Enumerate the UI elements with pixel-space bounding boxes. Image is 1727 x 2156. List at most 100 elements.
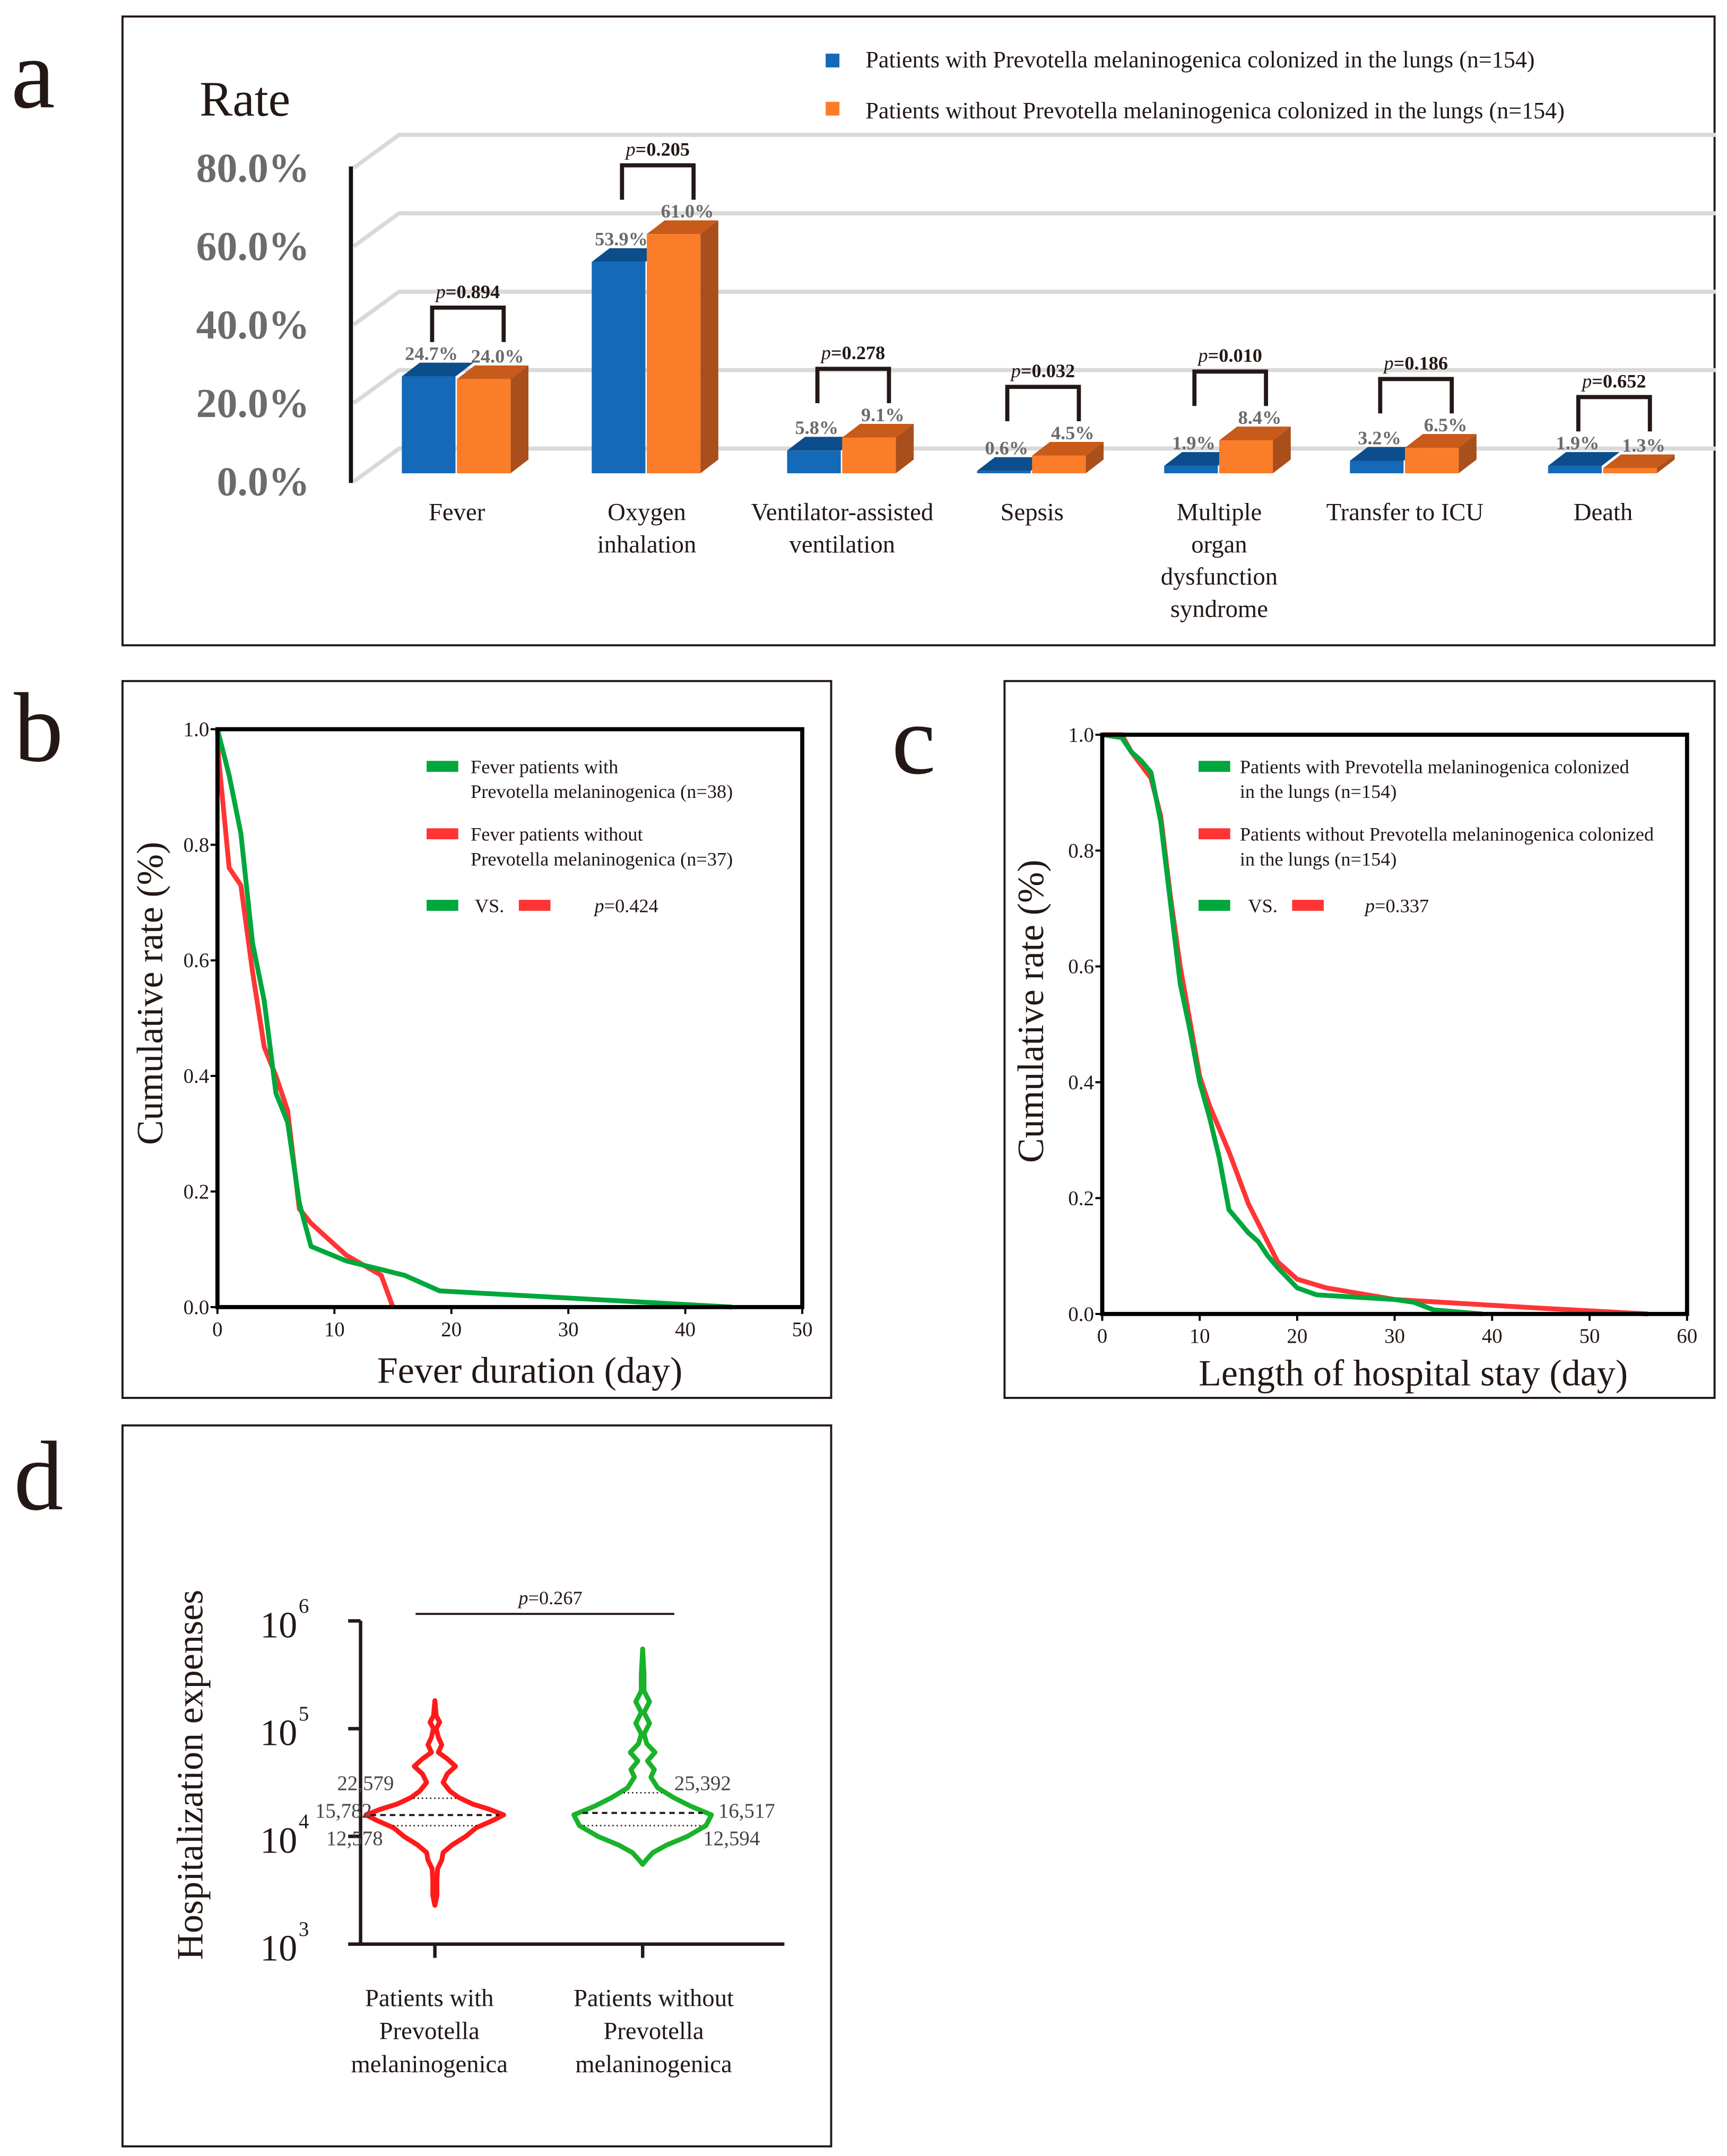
- series-line-with: [215, 728, 733, 1310]
- p-symbol: p: [435, 281, 446, 302]
- y-tick-label: 0.8: [184, 833, 210, 856]
- p-value: 0.278: [842, 342, 886, 363]
- panel-label-c: c: [892, 686, 936, 795]
- bar-without: [647, 234, 701, 474]
- p-equals: =: [636, 138, 647, 160]
- p-value: =0.424: [604, 895, 658, 916]
- bar-with: [1164, 466, 1218, 474]
- x-tick-label: 0: [212, 1318, 222, 1341]
- category-label: Ventilator-assisted: [751, 498, 933, 526]
- bar-with-top: [402, 362, 474, 377]
- bar-without: [457, 379, 511, 474]
- bar-with: [1548, 466, 1602, 474]
- y-tick-label-exponent: 4: [299, 1810, 309, 1833]
- x-tick-label: 10: [324, 1318, 345, 1341]
- group-label: melaninogenica: [575, 2050, 732, 2078]
- p-value-label: p=0.652: [1581, 370, 1646, 392]
- gridline: [352, 133, 1716, 170]
- legend-swatch-without: [1199, 828, 1230, 840]
- x-tick-label: 50: [1580, 1325, 1600, 1347]
- y-tick-label: 0.2: [184, 1180, 210, 1203]
- vs-swatch-with: [427, 900, 458, 911]
- y-tick-label: 20.0%: [196, 380, 310, 426]
- y-tick-label: 0.8: [1068, 839, 1094, 862]
- y-tick-label: 0.6: [184, 949, 210, 972]
- p-value: 0.894: [456, 281, 500, 302]
- vs-label: VS.: [475, 895, 504, 916]
- bar-with: [977, 471, 1031, 474]
- bar-without-side: [510, 365, 528, 474]
- panel-label-a: a: [11, 20, 55, 129]
- panel-b-line-chart: 0 10 20 30 40 50 0.0 0.2 0.4 0.6 0.8 1.0 Cumulative …: [130, 718, 812, 1392]
- p-value-label: p=0.267: [517, 1587, 582, 1609]
- y-tick-label: 0.0: [1068, 1303, 1094, 1326]
- p-value-label: p=0.278: [820, 342, 886, 363]
- p-value-label: p=0.032: [1010, 360, 1075, 381]
- panel-label-d: d: [14, 1422, 63, 1531]
- vs-swatch-with: [1199, 900, 1230, 911]
- x-tick-label: 40: [1482, 1325, 1503, 1347]
- bar-without: [842, 437, 896, 474]
- legend-label-with-line1: Fever patients with: [471, 757, 618, 778]
- bar-with: [787, 450, 841, 474]
- bar-without-top: [1603, 454, 1675, 468]
- significance-bracket: [1005, 385, 1081, 422]
- y-tick-label-exponent: 6: [299, 1595, 309, 1618]
- bar-without-top: [1219, 427, 1291, 441]
- category-label: Multiple: [1177, 498, 1262, 526]
- p-symbol: p: [1581, 370, 1592, 392]
- category-label: Death: [1574, 498, 1633, 526]
- y-tick-label-exponent: 3: [299, 1918, 309, 1941]
- legend-label-with-line2: in the lungs (n=154): [1240, 781, 1397, 802]
- gridline: [352, 211, 1716, 248]
- category-label: ventilation: [789, 531, 895, 558]
- bar-without-side: [700, 220, 718, 474]
- bar-without-top: [842, 423, 914, 438]
- gridline: [352, 289, 1716, 327]
- legend-label-without-line2: Prevotella melaninogenica (n=37): [471, 848, 733, 870]
- y-tick-label: 0.4: [184, 1065, 210, 1088]
- y-tick-label: 0.2: [1068, 1187, 1094, 1210]
- plot-frame: [215, 727, 804, 1309]
- bar-without-value-label: 24.0%: [471, 346, 524, 367]
- q3-label: 25,392: [674, 1772, 731, 1795]
- p-symbol: p: [1364, 895, 1375, 916]
- legend-swatch-with: [427, 761, 458, 772]
- median-label: 15,782: [315, 1799, 372, 1822]
- p-symbol: p: [1010, 360, 1021, 381]
- bar-without: [1032, 455, 1086, 474]
- bar-without-side: [1086, 441, 1104, 474]
- x-tick-label: 30: [1384, 1325, 1405, 1347]
- bar-with-value-label: 1.9%: [1556, 432, 1600, 454]
- y-tick-label: 0.0%: [217, 459, 310, 505]
- p-value-label: p=0.894: [435, 281, 500, 302]
- category-label: Oxygen: [608, 498, 686, 526]
- bar-without-side: [1273, 427, 1291, 474]
- bar-without-value-label: 61.0%: [661, 201, 714, 222]
- p-equals: =: [831, 342, 842, 363]
- x-tick-label: 0: [1097, 1325, 1107, 1347]
- x-axis-title: Length of hospital stay (day): [1199, 1353, 1628, 1394]
- bar-with: [402, 376, 456, 474]
- bar-with-top: [1350, 447, 1422, 461]
- bar-without-top: [647, 220, 718, 234]
- significance-bracket: [430, 306, 506, 342]
- y-tick-label: 0.6: [1068, 955, 1094, 978]
- legend-label-without-line2: in the lungs (n=154): [1240, 848, 1397, 870]
- y-tick-label-base: 10: [260, 1605, 297, 1646]
- p-symbol: p: [820, 342, 831, 363]
- bar-without: [1219, 440, 1273, 474]
- p-symbol: p: [593, 895, 604, 916]
- p-value-label: p=0.186: [1383, 352, 1448, 373]
- y-tick-label: 60.0%: [196, 223, 310, 269]
- y-axis-title: Hospitalization expenses: [170, 1590, 211, 1960]
- bar-without: [1405, 448, 1459, 474]
- q1-label: 12,594: [703, 1827, 760, 1850]
- panel-a-frame: [121, 15, 1716, 647]
- p-value-label: p=0.205: [624, 138, 690, 160]
- p-value: 0.652: [1603, 370, 1646, 392]
- p-value-label: p=0.424: [593, 895, 658, 916]
- bar-without-value-label: 4.5%: [1051, 422, 1095, 444]
